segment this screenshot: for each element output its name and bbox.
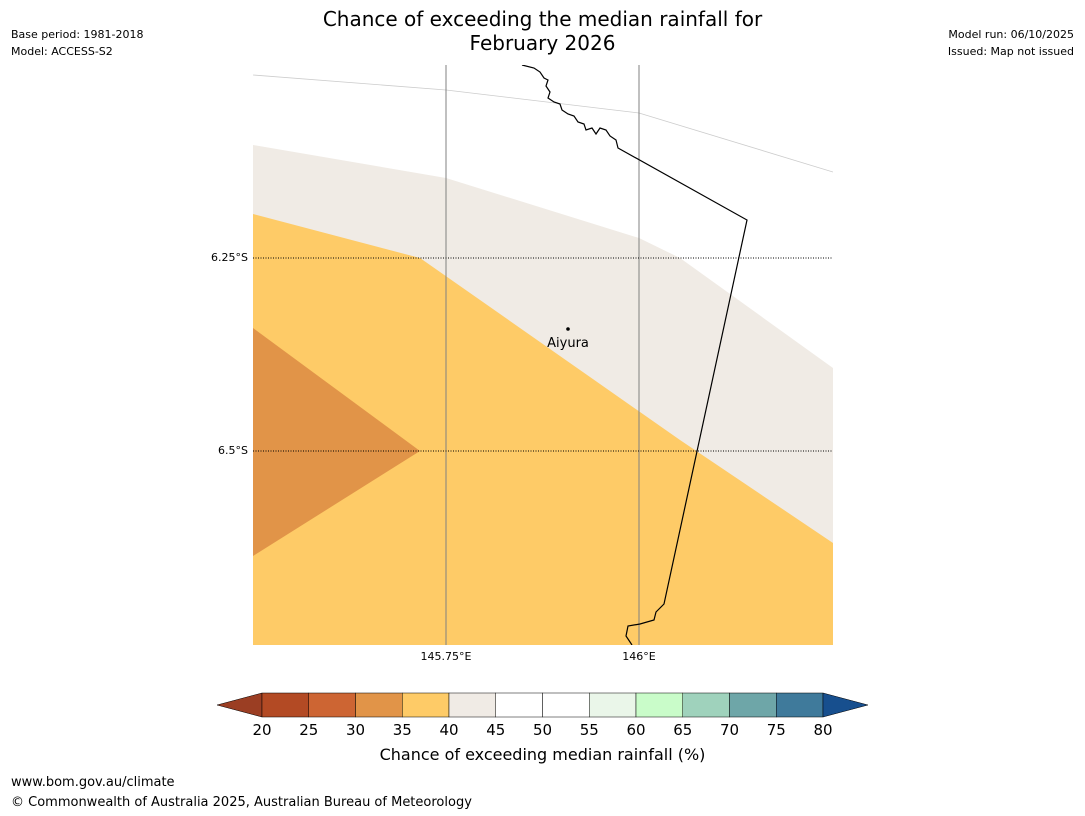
colorbar-segment-20-25 [261,692,309,718]
colorbar-segment-45-50 [495,692,543,718]
colorbar-tick-label: 30 [346,721,365,739]
region-30-35 [253,328,420,556]
colorbar-segment-35-40 [402,692,450,718]
meta-left: Base period: 1981-2018 Model: ACCESS-S2 [11,26,143,60]
colorbar-tick-label: 70 [720,721,739,739]
colorbar-segment-40-45 [448,692,496,718]
border-line [521,65,748,645]
lon-label-146: 146°E [622,650,656,663]
map-title-line1: Chance of exceeding the median rainfall … [322,7,763,31]
colorbar-segment-65-70 [682,692,730,718]
colorbar-tick-label: 75 [767,721,786,739]
colorbar-tick-label: 50 [533,721,552,739]
colorbar-segment-70-75 [729,692,777,718]
colorbar-label: Chance of exceeding median rainfall (%) [379,745,706,764]
colorbar-segment-55-60 [589,692,637,718]
contour-line [253,74,833,173]
lat-label-6-5: 6.5°S [218,444,248,457]
footer-url[interactable]: www.bom.gov.au/climate [11,775,175,790]
footer-copyright: © Commonwealth of Australia 2025, Austra… [11,795,472,810]
colorbar-segment-25-30 [308,692,356,718]
colorbar-tick-label: 45 [486,721,505,739]
model-text: Model: ACCESS-S2 [11,45,113,58]
colorbar-tick-label: 65 [673,721,692,739]
colorbar-segment-50-55 [542,692,590,718]
colorbar-tick-label: 35 [393,721,412,739]
colorbar-segment-75-80 [776,692,824,718]
colorbar-segment-30-35 [355,692,403,718]
colorbar-tick-label: 80 [813,721,832,739]
map-area [253,65,833,645]
base-period-text: Base period: 1981-2018 [11,28,144,41]
model-run-text: Model run: 06/10/2025 [948,28,1074,41]
colorbar: 20 25 30 35 40 45 50 55 60 65 70 75 80 [216,692,869,739]
meta-right: Model run: 06/10/2025 Issued: Map not is… [948,26,1074,60]
lon-label-145-75: 145.75°E [420,650,472,663]
colorbar-under-arrow [216,692,263,718]
region-35-40 [253,214,833,645]
colorbar-segment-60-65 [635,692,683,718]
colorbar-tick-label: 20 [252,721,271,739]
map-title-line2: February 2026 [469,31,616,55]
colorbar-tick-label: 55 [580,721,599,739]
lat-label-6-25: 6.25°S [211,251,248,264]
issued-text: Issued: Map not issued [947,45,1074,58]
colorbar-tick-label: 25 [299,721,318,739]
aiyura-marker [566,327,570,331]
colorbar-tick-label: 40 [439,721,458,739]
colorbar-tick-label: 60 [626,721,645,739]
colorbar-over-arrow [822,692,869,718]
map-title: Chance of exceeding the median rainfall … [240,7,845,55]
place-label-aiyura: Aiyura [547,336,589,351]
